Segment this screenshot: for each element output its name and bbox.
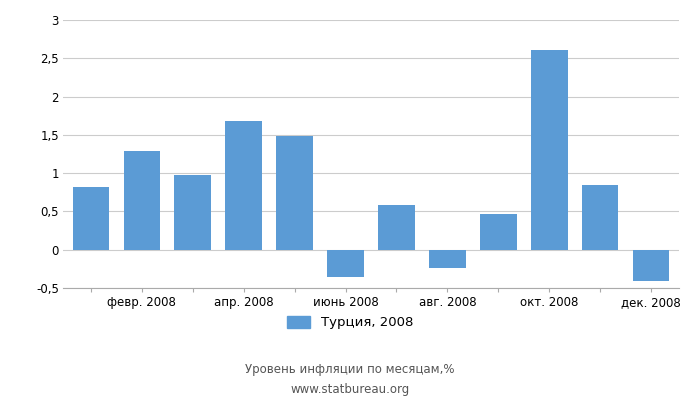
Bar — [429, 250, 466, 268]
Bar — [174, 175, 211, 250]
Bar — [327, 250, 364, 276]
Bar — [633, 250, 669, 281]
Bar — [531, 50, 568, 250]
Bar — [480, 214, 517, 250]
Bar — [276, 136, 313, 250]
Bar — [73, 187, 109, 250]
Bar — [378, 205, 415, 250]
Legend: Турция, 2008: Турция, 2008 — [287, 316, 413, 330]
Bar — [225, 121, 262, 250]
Text: www.statbureau.org: www.statbureau.org — [290, 384, 410, 396]
Text: Уровень инфляции по месяцам,%: Уровень инфляции по месяцам,% — [245, 364, 455, 376]
Bar — [582, 185, 618, 250]
Bar — [124, 151, 160, 250]
